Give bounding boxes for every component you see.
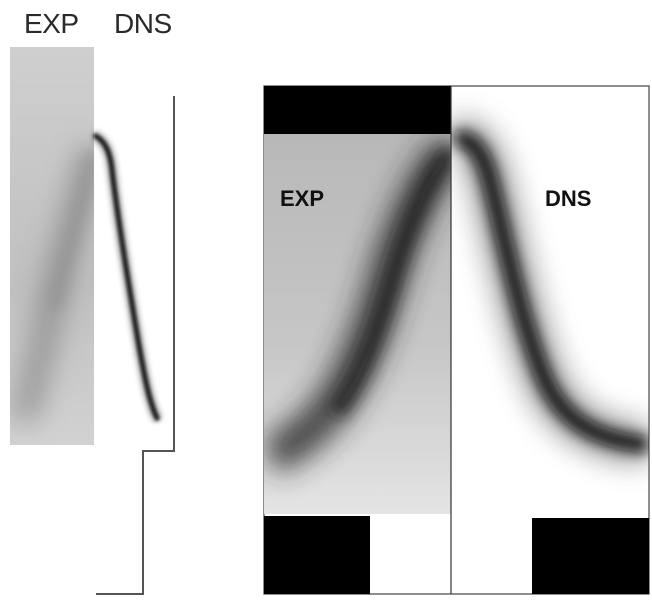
right-top-black-block <box>264 86 451 134</box>
left-dns-plume <box>91 130 163 423</box>
right-bottom-left-black-block <box>264 516 370 594</box>
right-dns-plume <box>451 119 649 465</box>
right-exp-panel <box>264 134 451 514</box>
left-dns-label: DNS <box>114 8 172 39</box>
right-exp-label: EXP <box>280 186 325 211</box>
left-exp-label: EXP <box>24 8 79 39</box>
left-step-outline <box>96 96 175 595</box>
right-dns-label: DNS <box>545 186 592 211</box>
left-exp-panel <box>10 47 94 445</box>
right-bottom-right-black-block <box>532 518 649 594</box>
